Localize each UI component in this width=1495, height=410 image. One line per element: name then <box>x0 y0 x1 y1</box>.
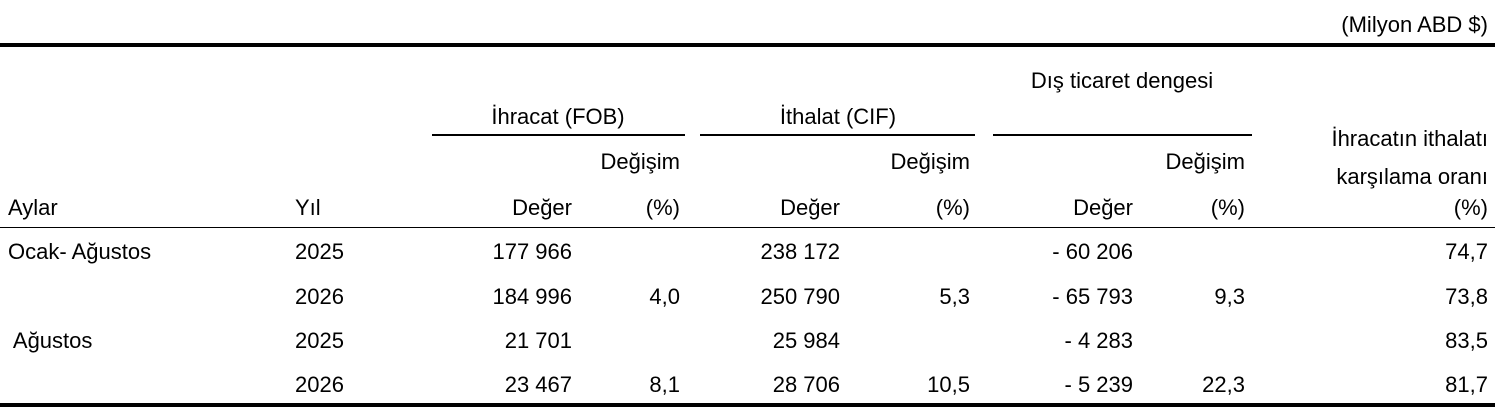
table-cell: - 5 239 <box>1064 372 1134 397</box>
table-cell: - 4 283 <box>1064 328 1134 353</box>
change-header: Değişim <box>890 149 970 174</box>
group-header: İthalat (CIF) <box>779 104 897 129</box>
table-cell: 83,5 <box>1445 328 1488 353</box>
header-rule <box>0 227 1495 228</box>
column-header: Yıl <box>295 195 321 220</box>
table-cell: 2026 <box>295 284 344 309</box>
table-cell: 22,3 <box>1202 372 1245 397</box>
unit-note: (Milyon ABD $) <box>1341 12 1488 37</box>
table-cell: 8,1 <box>649 372 680 397</box>
table-cell: Ağustos <box>8 328 93 353</box>
table-cell: 21 701 <box>504 328 572 353</box>
table-cell: 10,5 <box>927 372 970 397</box>
table-cell: 2025 <box>295 239 344 264</box>
column-header: (%) <box>935 195 970 220</box>
table-cell: 177 966 <box>492 239 572 264</box>
table-cell: 28 706 <box>772 372 840 397</box>
group-header: İhracat (FOB) <box>491 104 625 129</box>
table-cell: - 65 793 <box>1052 284 1133 309</box>
group-underline <box>700 134 975 136</box>
column-header: (%) <box>645 195 680 220</box>
group-underline <box>993 134 1252 136</box>
table-cell: 9,3 <box>1214 284 1245 309</box>
column-header: Değer <box>1073 195 1133 220</box>
top-rule <box>0 43 1495 47</box>
bottom-rule <box>0 403 1495 407</box>
table-cell: 23 467 <box>504 372 572 397</box>
ratio-header: İhracatın ithalatı karşılama oranı <box>1331 126 1488 189</box>
table-cell: 73,8 <box>1445 284 1488 309</box>
table-cell: - 60 206 <box>1052 239 1133 264</box>
table-cell: 25 984 <box>772 328 840 353</box>
column-header: Aylar <box>8 195 58 220</box>
group-underline <box>432 134 685 136</box>
table-cell: 238 172 <box>760 239 840 264</box>
change-header: Değişim <box>600 149 680 174</box>
table-cell: 184 996 <box>492 284 572 309</box>
table-cell: 4,0 <box>649 284 680 309</box>
group-header: Dış ticaret dengesi <box>1030 68 1214 93</box>
column-header: (%) <box>1453 195 1488 220</box>
table-cell: 81,7 <box>1445 372 1488 397</box>
column-header: Değer <box>512 195 572 220</box>
table-cell: 2025 <box>295 328 344 353</box>
table-cell: 74,7 <box>1445 239 1488 264</box>
table-cell: 2026 <box>295 372 344 397</box>
change-header: Değişim <box>1165 149 1245 174</box>
column-header: (%) <box>1210 195 1245 220</box>
column-header: Değer <box>780 195 840 220</box>
table-cell: 5,3 <box>939 284 970 309</box>
table-cell: 250 790 <box>760 284 840 309</box>
table-cell: Ocak- Ağustos <box>8 239 152 264</box>
